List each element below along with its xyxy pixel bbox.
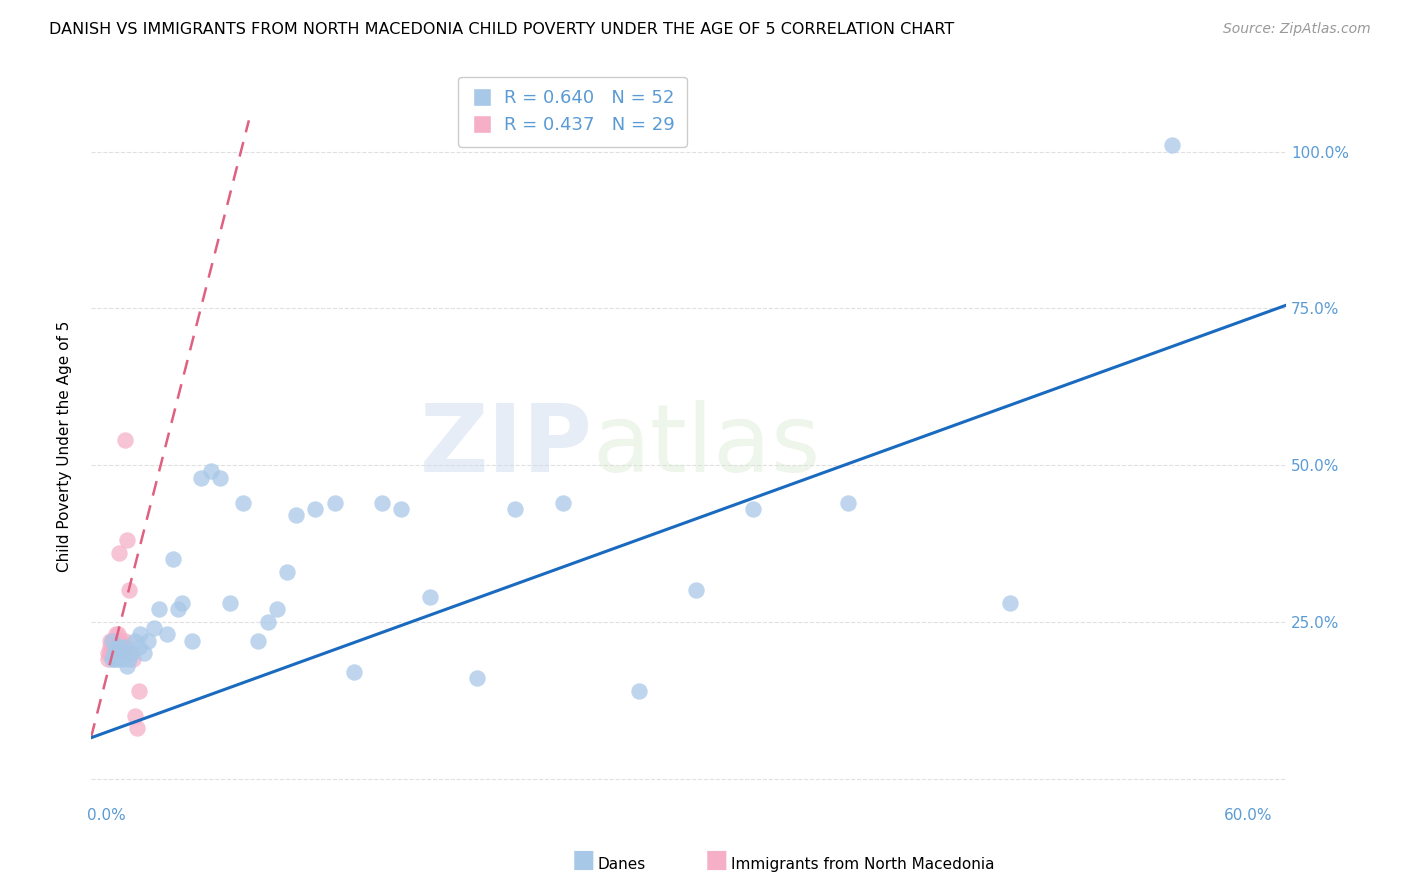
Point <box>101 633 124 648</box>
Point <box>232 496 254 510</box>
Point <box>465 671 488 685</box>
Point <box>120 646 142 660</box>
Text: Immigrants from North Macedonia: Immigrants from North Macedonia <box>731 857 994 872</box>
Text: ■: ■ <box>572 848 595 872</box>
Point <box>180 633 202 648</box>
Point <box>120 646 142 660</box>
Text: Danes: Danes <box>598 857 645 872</box>
Point <box>107 627 129 641</box>
Point <box>110 646 132 660</box>
Point <box>1160 138 1182 153</box>
Point <box>121 652 143 666</box>
Point <box>200 464 222 478</box>
Point <box>118 583 141 598</box>
Point <box>104 652 127 666</box>
Point <box>98 633 121 648</box>
Point <box>136 633 159 648</box>
Point <box>115 533 138 548</box>
Point <box>134 646 156 660</box>
Point <box>156 627 179 641</box>
Point <box>419 590 441 604</box>
Text: Source: ZipAtlas.com: Source: ZipAtlas.com <box>1223 22 1371 37</box>
Point <box>104 627 127 641</box>
Point <box>112 646 135 660</box>
Point <box>371 496 394 510</box>
Point <box>112 652 135 666</box>
Point <box>257 615 280 629</box>
Point <box>103 633 125 648</box>
Point <box>124 633 146 648</box>
Point <box>742 502 765 516</box>
Point <box>107 646 129 660</box>
Point <box>503 502 526 516</box>
Point <box>97 652 120 666</box>
Point <box>97 646 120 660</box>
Point <box>148 602 170 616</box>
Point <box>112 640 135 654</box>
Point <box>101 652 124 666</box>
Point <box>104 640 127 654</box>
Point <box>103 646 125 660</box>
Point <box>128 640 150 654</box>
Point <box>685 583 707 598</box>
Point <box>98 646 121 660</box>
Point <box>98 640 121 654</box>
Point <box>104 640 127 654</box>
Point <box>107 633 129 648</box>
Text: ZIP: ZIP <box>420 401 593 492</box>
Point <box>247 633 270 648</box>
Point <box>323 496 346 510</box>
Point <box>108 546 131 560</box>
Point <box>108 652 131 666</box>
Point <box>342 665 364 679</box>
Point <box>172 596 194 610</box>
Text: atlas: atlas <box>593 401 821 492</box>
Point <box>124 709 146 723</box>
Point <box>142 621 165 635</box>
Point <box>103 652 125 666</box>
Point <box>115 658 138 673</box>
Point <box>103 640 125 654</box>
Point <box>110 640 132 654</box>
Point <box>551 496 574 510</box>
Point <box>389 502 412 516</box>
Point <box>125 722 148 736</box>
Point <box>276 565 298 579</box>
Text: DANISH VS IMMIGRANTS FROM NORTH MACEDONIA CHILD POVERTY UNDER THE AGE OF 5 CORRE: DANISH VS IMMIGRANTS FROM NORTH MACEDONI… <box>49 22 955 37</box>
Point <box>627 683 650 698</box>
Point <box>218 596 240 610</box>
Point <box>190 470 212 484</box>
Point <box>998 596 1021 610</box>
Point <box>285 508 308 523</box>
Point <box>108 640 131 654</box>
Point <box>266 602 288 616</box>
Point <box>101 640 124 654</box>
Legend: R = 0.640   N = 52, R = 0.437   N = 29: R = 0.640 N = 52, R = 0.437 N = 29 <box>458 77 688 147</box>
Point <box>162 552 184 566</box>
Y-axis label: Child Poverty Under the Age of 5: Child Poverty Under the Age of 5 <box>58 320 72 572</box>
Text: ■: ■ <box>706 848 728 872</box>
Point <box>129 627 152 641</box>
Point <box>114 633 136 648</box>
Point <box>167 602 190 616</box>
Point <box>114 433 136 447</box>
Point <box>209 470 232 484</box>
Point <box>304 502 326 516</box>
Point <box>110 633 132 648</box>
Point <box>108 633 131 648</box>
Point <box>114 640 136 654</box>
Point <box>118 652 141 666</box>
Point <box>101 633 124 648</box>
Point <box>837 496 859 510</box>
Point <box>128 683 150 698</box>
Point <box>104 633 127 648</box>
